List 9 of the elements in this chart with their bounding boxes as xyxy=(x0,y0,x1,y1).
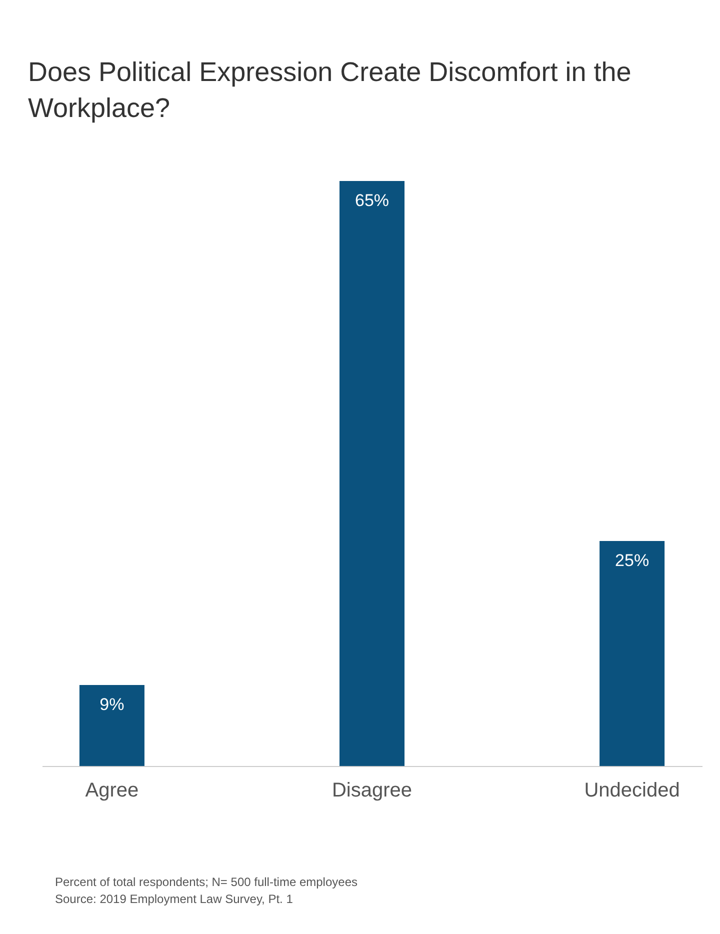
text: Percent of total respondents; N= 500 full-time employees xyxy=(55,874,358,891)
source-note: Source: 2019 Employment Law Survey, Pt. 1 xyxy=(55,891,294,908)
data-label: 65% xyxy=(354,191,390,210)
x-tick-label: Undecided xyxy=(584,780,680,802)
chart-title: Does Political Expression Create Discomfort in the Workplace? xyxy=(28,56,632,125)
data-label: 9% xyxy=(100,695,124,714)
x-tick-label: Disagree xyxy=(332,780,412,802)
data-label: 25% xyxy=(615,551,650,570)
x-tick-label: Agree xyxy=(85,780,139,802)
